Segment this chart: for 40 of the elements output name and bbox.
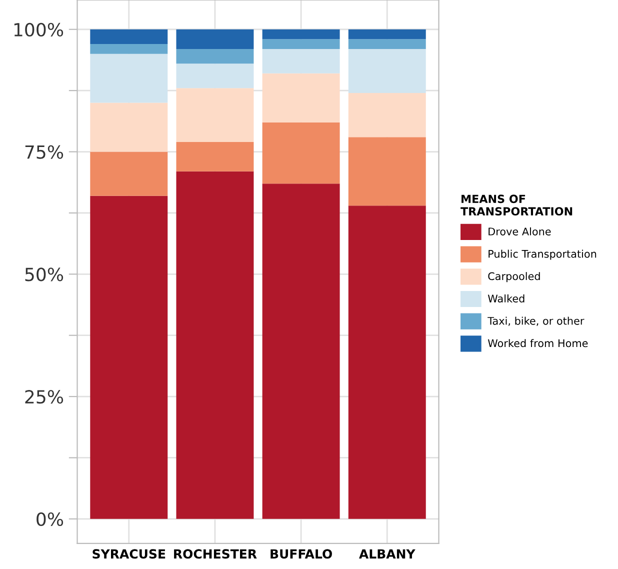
bar [262, 39, 340, 49]
bar [262, 122, 340, 184]
legend-label: Walked [488, 294, 524, 302]
bar [262, 73, 340, 122]
y-tick-label: 100% [14, 22, 64, 36]
bar [176, 64, 254, 88]
bar [90, 44, 168, 54]
bar [348, 137, 426, 206]
y-tick-label: 50% [25, 268, 64, 282]
y-tick-label: 25% [25, 390, 64, 404]
bar [348, 206, 426, 519]
legend-label: Worked from Home [488, 339, 588, 348]
bar [90, 102, 168, 152]
bar [262, 184, 340, 519]
y-tick-label: 0% [36, 512, 64, 526]
x-tick-label: ROCHESTER [174, 549, 257, 559]
bar [176, 171, 254, 519]
bar [262, 29, 340, 40]
legend-title: MEANS OF TRANSPORTATION [460, 194, 572, 216]
bar [176, 29, 254, 49]
y-tick-label: 75% [25, 145, 64, 159]
legend-label: Public Transportation [488, 250, 596, 260]
x-tick-label: SYRACUSE [92, 549, 166, 559]
bar [348, 93, 426, 138]
legend-label: Carpooled [488, 272, 540, 282]
bar [262, 48, 340, 74]
bar [176, 88, 254, 142]
bar [348, 29, 426, 40]
bar [90, 152, 168, 196]
bar [348, 39, 426, 49]
bar [176, 142, 254, 172]
bar [90, 54, 168, 103]
bar [348, 48, 426, 94]
bar [176, 48, 254, 64]
x-tick-label: ALBANY [359, 549, 416, 558]
x-tick-label: BUFFALO [270, 549, 332, 559]
legend-label: Taxi, bike, or other [488, 316, 584, 326]
legend-label: Drove Alone [488, 227, 551, 236]
bar [90, 29, 168, 44]
bar [90, 196, 168, 519]
